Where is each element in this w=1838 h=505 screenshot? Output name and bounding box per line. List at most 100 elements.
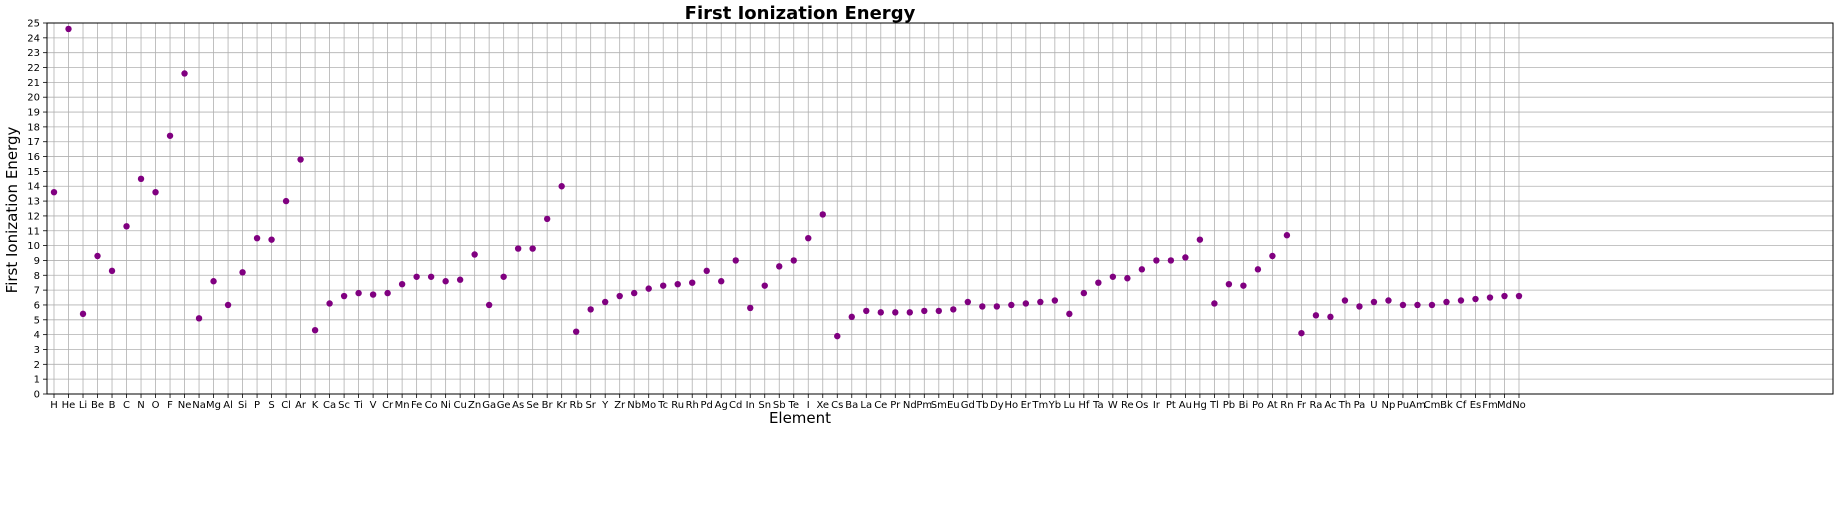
y-tick-label: 11: [27, 226, 40, 237]
data-point-se: [529, 245, 536, 252]
x-tick-label-pa: Pa: [1354, 400, 1366, 411]
data-point-cu: [456, 276, 464, 283]
y-axis-ticks: 0123456789101112131415161718192021222324…: [27, 19, 47, 401]
x-tick-label-re: Re: [1121, 400, 1134, 411]
x-tick-label-te: Te: [787, 400, 799, 411]
x-tick-label-tl: Tl: [1209, 400, 1219, 411]
x-axis-label: Element: [769, 409, 831, 427]
x-tick-label-tc: Tc: [657, 400, 668, 411]
data-points: [50, 25, 1523, 340]
data-point-as: [514, 245, 522, 252]
data-point-fm: [1486, 294, 1494, 301]
x-tick-label-ra: Ra: [1310, 400, 1323, 411]
x-tick-label-tb: Tb: [975, 400, 988, 411]
data-point-sn: [761, 282, 768, 289]
x-tick-label-er: Er: [1021, 400, 1032, 411]
grid: [47, 22, 1833, 395]
data-point-yb: [1051, 297, 1059, 304]
data-point-np: [1385, 297, 1392, 304]
x-tick-label-dy: Dy: [990, 400, 1004, 411]
x-tick-label-cd: Cd: [729, 400, 742, 411]
data-point-at: [1269, 252, 1276, 260]
data-point-tl: [1211, 300, 1218, 307]
x-tick-label-w: W: [1108, 400, 1118, 411]
data-point-zr: [616, 292, 623, 300]
x-tick-label-hg: Hg: [1193, 400, 1207, 411]
x-tick-label-au: Au: [1179, 400, 1192, 411]
data-point-tm: [1037, 298, 1044, 306]
x-tick-label-lu: Lu: [1063, 400, 1075, 411]
x-tick-label-tm: Tm: [1031, 400, 1048, 411]
x-tick-label-ge: Ge: [497, 400, 511, 411]
y-tick-label: 21: [27, 78, 40, 89]
data-point-pa: [1356, 303, 1363, 310]
data-point-er: [1022, 300, 1030, 307]
data-point-ir: [1153, 257, 1160, 264]
data-point-ce: [877, 309, 884, 316]
x-tick-label-no: No: [1512, 400, 1526, 411]
y-tick-label: 16: [27, 152, 40, 163]
x-tick-label-eu: Eu: [947, 400, 960, 411]
x-tick-label-np: Np: [1382, 400, 1396, 411]
x-tick-label-cr: Cr: [382, 400, 394, 411]
x-tick-label-mg: Mg: [206, 400, 221, 411]
data-point-pr: [892, 309, 899, 316]
x-tick-label-fr: Fr: [1297, 400, 1307, 411]
data-point-i: [805, 234, 812, 242]
x-tick-label-c: C: [123, 400, 130, 411]
data-point-mn: [398, 280, 406, 288]
data-point-am: [1414, 301, 1421, 309]
x-tick-label-cs: Cs: [831, 400, 843, 411]
data-point-cd: [732, 257, 739, 264]
y-tick-label: 3: [34, 345, 40, 356]
data-point-ru: [674, 280, 681, 288]
x-tick-label-nd: Nd: [903, 400, 917, 411]
data-point-rb: [572, 328, 580, 335]
x-tick-label-ta: Ta: [1092, 400, 1104, 411]
data-point-he: [65, 25, 72, 33]
data-point-li: [79, 310, 87, 318]
y-tick-label: 6: [34, 300, 40, 311]
x-tick-label-na: Na: [192, 400, 206, 411]
x-tick-label-br: Br: [542, 400, 554, 411]
x-tick-label-yb: Yb: [1048, 400, 1061, 411]
data-point-re: [1124, 275, 1131, 282]
data-point-be: [94, 252, 101, 260]
x-tick-label-am: Am: [1409, 400, 1426, 411]
data-point-na: [195, 315, 203, 322]
y-tick-label: 15: [27, 167, 40, 178]
y-tick-label: 19: [27, 108, 40, 119]
data-point-s: [268, 236, 275, 243]
data-point-ti: [355, 289, 362, 297]
x-tick-label-o: O: [152, 400, 160, 411]
data-point-ca: [326, 300, 333, 307]
x-tick-label-ag: Ag: [715, 400, 728, 411]
data-point-br: [543, 215, 551, 223]
x-tick-label-y: Y: [601, 400, 609, 411]
x-tick-label-ba: Ba: [845, 400, 858, 411]
data-point-th: [1341, 297, 1349, 304]
data-point-ge: [500, 273, 507, 280]
data-point-pd: [703, 267, 710, 275]
data-point-ra: [1312, 312, 1320, 319]
data-point-dy: [993, 303, 1001, 310]
data-point-pm: [921, 307, 928, 315]
x-tick-label-ni: Ni: [441, 400, 451, 411]
x-tick-label-rb: Rb: [570, 400, 583, 411]
x-tick-label-cf: Cf: [1456, 400, 1467, 411]
x-tick-label-po: Po: [1252, 400, 1264, 411]
x-tick-label-hf: Hf: [1078, 400, 1090, 411]
x-tick-label-bi: Bi: [1239, 400, 1249, 411]
x-tick-label-be: Be: [91, 400, 104, 411]
x-tick-label-ru: Ru: [671, 400, 684, 411]
data-point-si: [239, 269, 246, 276]
x-tick-label-zn: Zn: [468, 400, 481, 411]
x-tick-label-ca: Ca: [323, 400, 336, 411]
y-tick-label: 13: [27, 197, 40, 208]
data-point-eu: [950, 306, 957, 313]
x-tick-label-es: Es: [1470, 400, 1482, 411]
x-tick-label-pr: Pr: [890, 400, 901, 411]
y-axis-label: First Ionization Energy: [3, 127, 21, 294]
x-tick-label-al: Al: [223, 400, 233, 411]
